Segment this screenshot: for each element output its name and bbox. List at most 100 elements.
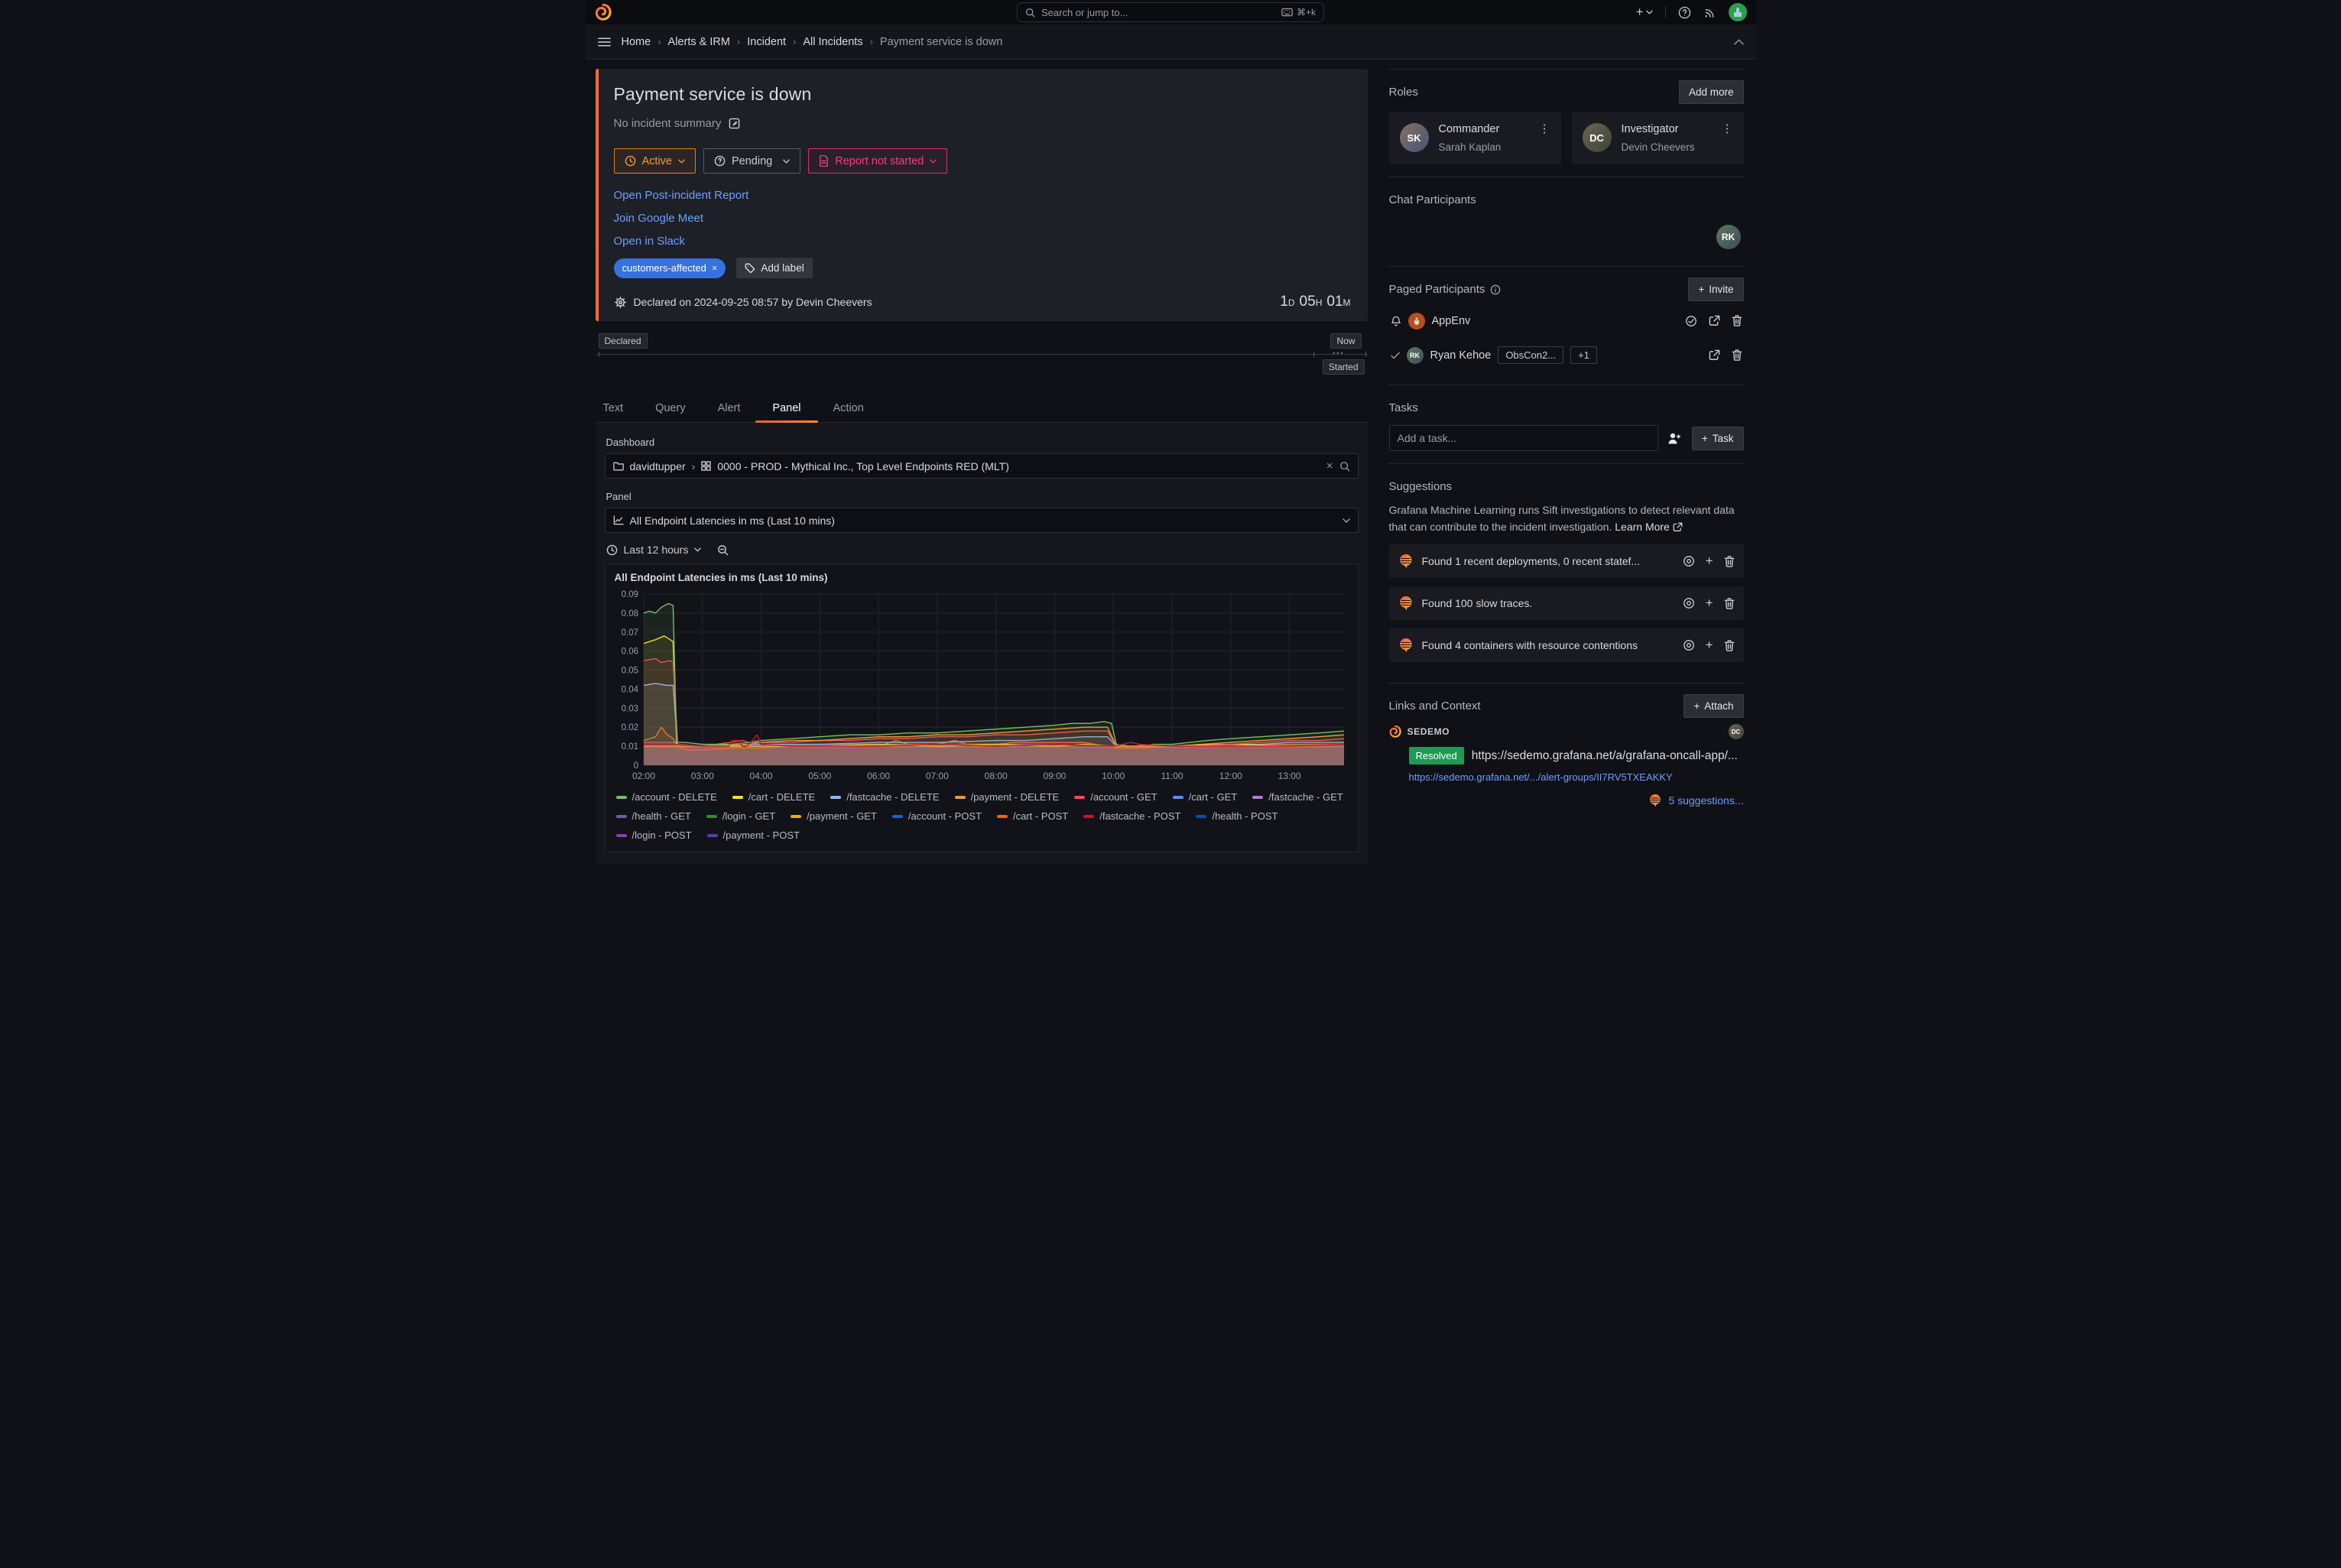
role-card-commander[interactable]: SK Commander Sarah Kaplan ⋮: [1388, 112, 1561, 164]
assign-user-icon[interactable]: [1667, 432, 1682, 445]
crumb-home[interactable]: Home: [621, 35, 651, 48]
global-search[interactable]: ⌘+k: [1017, 2, 1324, 22]
attach-button[interactable]: + Attach: [1684, 694, 1744, 719]
suggestion-row[interactable]: Found 1 recent deployments, 0 recent sta…: [1388, 544, 1744, 579]
legend-item[interactable]: /health - POST: [1196, 810, 1278, 822]
legend-item[interactable]: /cart - GET: [1172, 791, 1237, 803]
legend-item[interactable]: /login - GET: [706, 810, 775, 822]
trash-icon[interactable]: [1732, 349, 1742, 361]
tab-panel[interactable]: Panel: [755, 398, 818, 423]
remove-label-icon[interactable]: ×: [711, 262, 718, 274]
zoom-out-icon[interactable]: [717, 544, 729, 556]
legend-label: /health - POST: [1212, 810, 1278, 822]
legend-item[interactable]: /account - DELETE: [615, 791, 717, 803]
org-avatar[interactable]: [1728, 3, 1747, 21]
external-link-icon[interactable]: [1709, 349, 1720, 361]
incident-label-pill[interactable]: customers-affected ×: [613, 258, 726, 278]
timeline-now-badge[interactable]: Now: [1330, 333, 1362, 349]
add-icon[interactable]: +: [1705, 638, 1713, 653]
legend-item[interactable]: /fastcache - POST: [1083, 810, 1180, 822]
focus-icon[interactable]: [1683, 639, 1695, 651]
add-task-input[interactable]: [1388, 425, 1658, 451]
external-link-icon[interactable]: [1709, 315, 1720, 327]
add-task-button[interactable]: + Task: [1691, 426, 1744, 450]
context-suggestions-link[interactable]: 5 suggestions...: [1389, 794, 1744, 807]
paged-participant-name[interactable]: AppEnv: [1431, 315, 1471, 327]
timeline-declared-badge[interactable]: Declared: [598, 333, 648, 349]
role-menu-icon[interactable]: ⋮: [1538, 122, 1550, 135]
chat-participant-avatar[interactable]: RK: [1716, 225, 1741, 249]
svg-text:0.07: 0.07: [621, 628, 638, 638]
clear-dashboard-icon[interactable]: ×: [1326, 459, 1333, 472]
tab-action[interactable]: Action: [833, 402, 864, 414]
timeline-dots[interactable]: •••: [1333, 349, 1345, 357]
pending-dropdown[interactable]: Pending: [703, 148, 801, 174]
legend-item[interactable]: /health - GET: [615, 810, 691, 822]
add-icon[interactable]: +: [1705, 554, 1713, 569]
help-icon[interactable]: [1678, 6, 1691, 19]
legend-item[interactable]: /payment - POST: [706, 829, 800, 841]
focus-icon[interactable]: [1683, 597, 1695, 609]
timeline-started-badge[interactable]: Started: [1322, 359, 1365, 375]
context-url[interactable]: https://sedemo.grafana.net/a/grafana-onc…: [1471, 748, 1738, 762]
add-icon[interactable]: +: [1705, 596, 1713, 611]
more-shifts-badge[interactable]: +1: [1570, 346, 1597, 364]
legend-item[interactable]: /account - POST: [891, 810, 982, 822]
paged-participant-name[interactable]: Ryan Kehoe: [1430, 349, 1492, 362]
trash-icon[interactable]: [1724, 640, 1735, 651]
join-google-meet-link[interactable]: Join Google Meet: [613, 212, 704, 225]
dashboard-search-icon[interactable]: [1339, 461, 1350, 472]
svg-text:0.09: 0.09: [621, 590, 638, 599]
tab-alert[interactable]: Alert: [717, 402, 741, 414]
legend-item[interactable]: /payment - DELETE: [954, 791, 1059, 803]
crumb-all-incidents[interactable]: All Incidents: [803, 35, 863, 48]
menu-hamburger-icon[interactable]: [597, 37, 611, 47]
report-status-dropdown[interactable]: Report not started: [808, 148, 948, 174]
open-post-incident-report-link[interactable]: Open Post-incident Report: [613, 189, 749, 202]
tab-text[interactable]: Text: [602, 402, 624, 414]
legend-item[interactable]: /fastcache - DELETE: [830, 791, 940, 803]
trash-icon[interactable]: [1724, 598, 1735, 609]
suggestion-row[interactable]: Found 4 containers with resource content…: [1388, 628, 1744, 663]
role-menu-icon[interactable]: ⋮: [1721, 122, 1733, 135]
legend-item[interactable]: /account - GET: [1074, 791, 1158, 803]
role-title: Commander: [1438, 123, 1500, 135]
legend-item[interactable]: /cart - POST: [997, 810, 1068, 822]
tab-query[interactable]: Query: [655, 402, 686, 414]
crumb-current: Payment service is down: [879, 35, 1003, 48]
learn-more-link[interactable]: Learn More: [1615, 521, 1683, 533]
check-circle-icon[interactable]: [1685, 315, 1697, 327]
legend-item[interactable]: /login - POST: [615, 829, 692, 841]
new-menu-button[interactable]: +: [1636, 5, 1653, 20]
severity-dropdown[interactable]: Active: [613, 148, 696, 174]
legend-item[interactable]: /payment - GET: [791, 810, 877, 822]
invite-button[interactable]: + Invite: [1688, 278, 1744, 301]
edit-summary-icon[interactable]: [729, 118, 740, 129]
crumb-incident[interactable]: Incident: [747, 35, 787, 48]
role-card-investigator[interactable]: DC Investigator Devin Cheevers ⋮: [1571, 112, 1744, 164]
svg-text:02:00: 02:00: [632, 771, 654, 781]
search-input[interactable]: [1041, 6, 1275, 18]
info-icon[interactable]: [1490, 284, 1501, 295]
trash-icon[interactable]: [1724, 556, 1735, 567]
svg-text:07:00: 07:00: [925, 771, 948, 781]
chevron-up-icon[interactable]: [1733, 39, 1744, 45]
add-label-button[interactable]: Add label: [736, 258, 813, 278]
suggestion-row[interactable]: Found 100 slow traces. +: [1388, 586, 1744, 621]
legend-item[interactable]: /cart - DELETE: [732, 791, 815, 803]
svg-text:0.08: 0.08: [621, 609, 638, 618]
news-rss-icon[interactable]: [1703, 6, 1716, 19]
crumb-alerts-irm[interactable]: Alerts & IRM: [667, 35, 730, 48]
shift-badge[interactable]: ObsCon2...: [1498, 346, 1564, 364]
legend-item[interactable]: /fastcache - GET: [1252, 791, 1343, 803]
panel-select[interactable]: All Endpoint Latencies in ms (Last 10 mi…: [604, 508, 1359, 533]
trash-icon[interactable]: [1732, 315, 1742, 327]
focus-icon[interactable]: [1683, 555, 1695, 567]
latency-chart[interactable]: 0 0.01 0.02 0.03 0.04 0.05 0.06 0.07 0.08 0.09 02:…: [613, 588, 1349, 785]
open-in-slack-link[interactable]: Open in Slack: [613, 235, 685, 248]
add-more-roles-button[interactable]: Add more: [1678, 80, 1744, 104]
time-range-picker[interactable]: Last 12 hours: [606, 544, 702, 556]
alert-group-link[interactable]: https://sedemo.grafana.net/.../alert-gro…: [1408, 771, 1673, 784]
dashboard-select[interactable]: davidtupper › 0000 - PROD - Mythical Inc…: [604, 453, 1359, 479]
grafana-logo[interactable]: [595, 4, 612, 21]
